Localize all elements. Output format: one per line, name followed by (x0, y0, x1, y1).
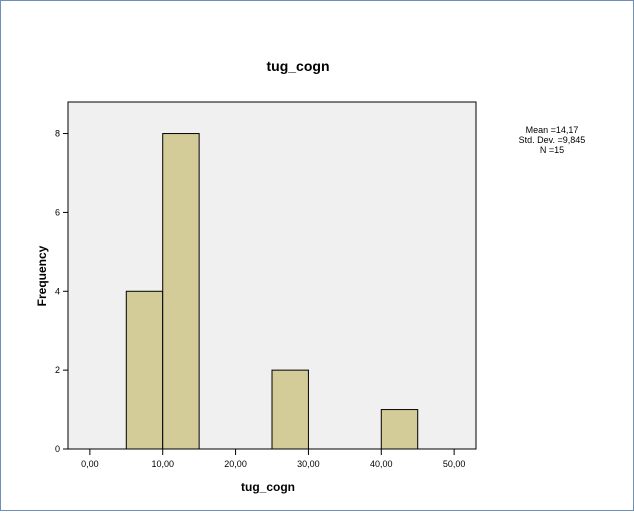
histogram-bar-2 (162, 133, 200, 450)
x-axis-label: tug_cogn (241, 480, 295, 494)
x-tick-label-2: 20,00 (224, 459, 247, 469)
y-tick-label-1: 2 (55, 365, 60, 375)
histogram-bar-3 (271, 369, 309, 450)
stat-mean: Mean =14,17 (526, 125, 579, 135)
y-axis-ticks: 0 2 4 6 8 (55, 129, 68, 454)
bars-group (125, 133, 419, 450)
y-axis-label: Frequency (35, 245, 49, 306)
stat-n: N =15 (540, 145, 564, 155)
y-tick-label-4: 8 (55, 129, 60, 139)
y-tick-label-3: 6 (55, 207, 60, 217)
histogram-bar-4 (380, 409, 419, 450)
x-tick-label-3: 30,00 (297, 459, 320, 469)
stat-std-dev: Std. Dev. =9,845 (519, 135, 586, 145)
chart-title: tug_cogn (267, 58, 330, 74)
x-tick-label-5: 50,00 (443, 459, 466, 469)
x-tick-label-0: 0,00 (81, 459, 99, 469)
x-tick-label-4: 40,00 (370, 459, 393, 469)
y-tick-label-0: 0 (55, 444, 60, 454)
x-axis-ticks: 0,00 10,00 20,00 30,00 40,00 50,00 (81, 449, 465, 469)
y-tick-label-2: 4 (55, 286, 60, 296)
x-tick-label-1: 10,00 (151, 459, 174, 469)
histogram-bar-1 (125, 290, 164, 450)
